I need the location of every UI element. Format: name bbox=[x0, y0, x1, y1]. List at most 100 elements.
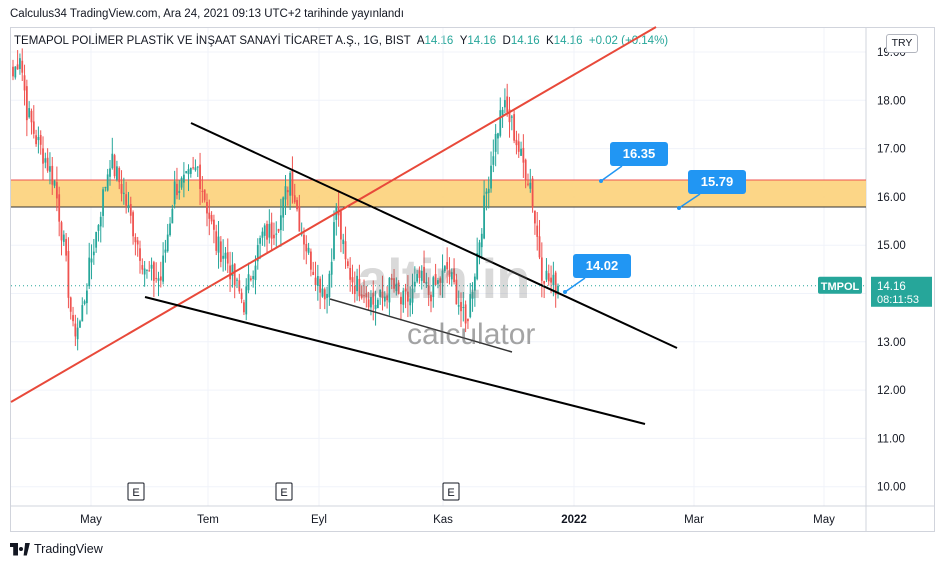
candle-body bbox=[159, 276, 162, 281]
candle-body bbox=[344, 241, 347, 260]
candle-body bbox=[229, 265, 231, 280]
low-value: 14.16 bbox=[510, 35, 540, 47]
candle-body bbox=[19, 58, 21, 69]
candle-body bbox=[307, 247, 310, 253]
candle-body bbox=[328, 273, 331, 298]
high-label: Y bbox=[459, 35, 468, 47]
candle-body bbox=[467, 318, 469, 322]
candle-body bbox=[185, 171, 188, 174]
candle-body bbox=[171, 208, 174, 224]
candle-body bbox=[240, 292, 243, 300]
callout-pointer bbox=[600, 165, 623, 182]
candle-body bbox=[453, 268, 455, 283]
candle-body bbox=[293, 195, 296, 203]
y-tick-label: 15.00 bbox=[877, 240, 906, 252]
candle-body bbox=[483, 195, 486, 239]
x-tick-label: May bbox=[813, 514, 835, 526]
candle-body bbox=[166, 234, 169, 252]
symbol-badge bbox=[818, 276, 862, 294]
candle-body bbox=[358, 278, 361, 297]
candle-body bbox=[487, 188, 490, 194]
candle-body bbox=[69, 297, 72, 312]
candle-body bbox=[233, 263, 236, 285]
candle-body bbox=[363, 295, 365, 297]
candle-body bbox=[289, 172, 292, 196]
candle-body bbox=[303, 234, 305, 245]
candle-body bbox=[310, 251, 312, 270]
candle-body bbox=[116, 166, 118, 180]
candle-body bbox=[35, 135, 37, 145]
price-callout: 16.35 bbox=[599, 142, 668, 183]
candle-body bbox=[284, 186, 287, 200]
candle-body bbox=[441, 270, 444, 283]
candle-body bbox=[169, 223, 171, 236]
candle-body bbox=[529, 182, 532, 189]
candle-body bbox=[263, 225, 266, 236]
candle-body bbox=[157, 278, 160, 281]
candle-body bbox=[351, 277, 354, 283]
candle-body bbox=[501, 109, 504, 115]
candle-body bbox=[460, 302, 462, 312]
candle-body bbox=[372, 292, 375, 305]
candle-body bbox=[182, 174, 185, 183]
candle-body bbox=[286, 190, 289, 193]
candle-body bbox=[106, 174, 109, 191]
candle-body bbox=[28, 108, 31, 118]
candle-body bbox=[99, 216, 102, 227]
candle-body bbox=[540, 257, 543, 281]
close-label: K bbox=[546, 35, 554, 47]
callout-anchor-dot bbox=[563, 290, 567, 294]
candle-body bbox=[494, 133, 497, 152]
candle-body bbox=[455, 279, 458, 305]
low-label: D bbox=[502, 35, 511, 47]
candle-body bbox=[319, 278, 322, 293]
candle-body bbox=[109, 168, 111, 177]
candle-body bbox=[113, 155, 116, 177]
candle-body bbox=[497, 133, 499, 139]
change-value: +0.02 (+0.14%) bbox=[588, 35, 669, 47]
candle-body bbox=[256, 245, 259, 262]
candle-body bbox=[245, 286, 248, 315]
candle-body bbox=[360, 294, 363, 298]
candle-body bbox=[139, 248, 141, 261]
candle-body bbox=[296, 199, 298, 210]
candle-body bbox=[249, 278, 252, 280]
last-price-badge bbox=[871, 276, 932, 307]
candle-body bbox=[291, 169, 294, 196]
candle-body bbox=[510, 116, 513, 118]
candle-body bbox=[176, 183, 178, 196]
candle-body bbox=[346, 261, 349, 266]
candle-body bbox=[25, 86, 28, 121]
candle-body bbox=[508, 109, 511, 123]
candle-body bbox=[522, 147, 525, 163]
candle-body bbox=[275, 233, 278, 235]
candle-body bbox=[376, 299, 379, 309]
candle-body bbox=[155, 277, 158, 279]
candle-body bbox=[32, 121, 35, 134]
footer-brand[interactable]: TradingView bbox=[10, 542, 103, 556]
last-price-countdown: 08:11:53 bbox=[877, 294, 919, 306]
currency-badge[interactable]: TRY bbox=[886, 34, 918, 53]
candle-body bbox=[152, 262, 155, 281]
candle-body bbox=[552, 274, 555, 286]
candle-body bbox=[312, 271, 315, 276]
callout-value: 15.79 bbox=[701, 174, 734, 189]
candle-body bbox=[143, 268, 146, 275]
candle-body bbox=[536, 225, 539, 237]
x-tick-label: May bbox=[80, 514, 102, 526]
x-tick-label: 2022 bbox=[561, 514, 587, 526]
candle-body bbox=[201, 190, 204, 192]
candle-body bbox=[503, 100, 506, 108]
candle-body bbox=[406, 291, 409, 302]
callout-box bbox=[573, 254, 631, 278]
candle-body bbox=[58, 194, 61, 222]
candle-body bbox=[111, 153, 114, 169]
callout-anchor-dot bbox=[677, 206, 681, 210]
candle-body bbox=[527, 183, 529, 185]
candle-body bbox=[259, 238, 261, 244]
candle-body bbox=[305, 243, 308, 252]
callout-box bbox=[610, 142, 668, 166]
candle-body bbox=[164, 249, 167, 253]
candle-body bbox=[425, 281, 428, 284]
